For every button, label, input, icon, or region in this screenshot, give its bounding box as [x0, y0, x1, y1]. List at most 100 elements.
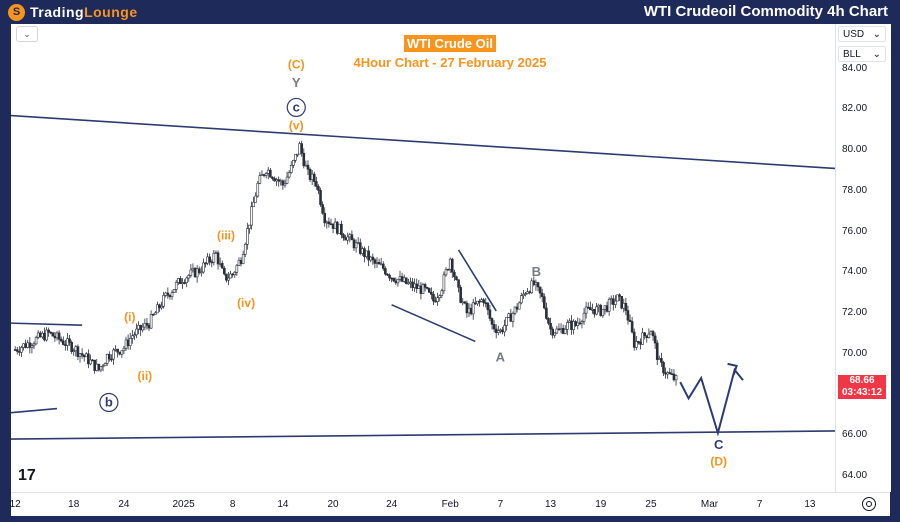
price-tick-label: 64.00	[842, 469, 868, 481]
price-axis[interactable]	[835, 24, 891, 492]
candle-body	[519, 295, 523, 304]
candle-body	[356, 242, 360, 244]
candle-body	[453, 271, 456, 278]
candle-body	[394, 280, 398, 284]
candle-body	[306, 164, 310, 170]
candle-body	[38, 332, 42, 338]
time-tick-label: 18	[68, 499, 80, 510]
page-title: WTI Crudeoil Commodity 4h Chart	[643, 3, 888, 20]
candle-body	[300, 143, 304, 154]
candle-body	[524, 293, 527, 295]
candle-body	[438, 295, 442, 299]
candle-body	[126, 339, 130, 346]
candle-body	[89, 359, 92, 365]
logo-text: TradingLounge	[30, 4, 138, 20]
candle-body	[434, 300, 437, 303]
candle-body	[315, 181, 318, 187]
candle-body	[496, 330, 500, 333]
candle-body	[229, 273, 232, 279]
candle-body	[361, 248, 364, 254]
candle-body	[388, 274, 391, 279]
price-chart[interactable]: (C) Yc (v) (iii) (iv) (i) (ii) b A B C (D)	[11, 24, 835, 492]
candle-body	[467, 307, 471, 314]
candle-body	[185, 277, 188, 283]
time-tick-label: 25	[645, 499, 657, 510]
chart-menu-dropdown-button[interactable]: ⌄	[16, 26, 38, 42]
candle-body	[331, 223, 335, 229]
candle-body	[179, 278, 182, 285]
candle-body	[202, 262, 205, 273]
candle-body	[494, 328, 498, 333]
candle-body	[218, 262, 222, 265]
candle-body	[200, 271, 203, 274]
candle-body	[427, 288, 431, 293]
candle-body	[344, 237, 347, 241]
time-tick-label: 24	[118, 499, 130, 510]
candle-body	[319, 190, 322, 205]
candle-body	[258, 175, 262, 184]
candle-body	[68, 338, 71, 343]
candle-body	[137, 324, 140, 330]
candle-body	[595, 306, 598, 315]
candle-body	[492, 324, 496, 330]
candle-body	[41, 332, 44, 338]
candle-body	[114, 348, 117, 351]
price-tick-label: 82.00	[842, 103, 868, 115]
settings-gear-icon[interactable]	[862, 497, 876, 511]
candle-body	[507, 313, 511, 318]
unit-chevron-icon: ⌄	[872, 48, 881, 60]
candle-body	[381, 263, 385, 269]
candle-body	[570, 320, 573, 330]
candle-body	[174, 282, 178, 290]
candle-body	[197, 268, 201, 274]
candle-body	[450, 258, 454, 273]
candle-body	[24, 343, 27, 348]
tradinglounge-logo: S TradingLounge	[8, 3, 138, 21]
candle-body	[53, 335, 57, 339]
candle-body	[568, 320, 571, 323]
candle-body	[151, 314, 155, 316]
candle-body	[57, 332, 61, 340]
candle-body	[285, 176, 289, 184]
candle-body	[384, 268, 387, 275]
wave-label-2: c	[293, 99, 300, 114]
candle-body	[404, 277, 408, 284]
candle-body	[321, 204, 324, 214]
candle-body	[325, 221, 329, 224]
candle-body	[603, 305, 607, 310]
candle-body	[145, 323, 149, 326]
candle-body	[609, 298, 613, 301]
candle-body	[511, 312, 515, 322]
candle-body	[120, 350, 124, 355]
candle-body	[191, 267, 195, 271]
candle-body	[147, 324, 151, 329]
candle-body	[651, 331, 655, 337]
candle-body	[528, 291, 531, 294]
candle-body	[637, 341, 640, 343]
price-tick-label: 80.00	[842, 144, 868, 156]
candle-body	[78, 353, 82, 357]
candle-body	[396, 278, 400, 284]
candle-body	[130, 335, 134, 339]
candle-body	[287, 172, 291, 178]
time-axis[interactable]	[11, 492, 890, 517]
candle-body	[128, 338, 132, 346]
candle-body	[227, 277, 230, 281]
candle-body	[264, 173, 268, 176]
price-tick-label: 74.00	[842, 266, 868, 278]
unit-selector[interactable]: BLL ⌄	[838, 46, 886, 62]
candle-body	[76, 346, 80, 357]
candle-body	[639, 341, 642, 345]
time-tick-label: 19	[595, 499, 607, 510]
candle-body	[647, 333, 651, 339]
currency-selector[interactable]: USD ⌄	[838, 26, 886, 42]
candle-body	[632, 331, 636, 348]
candle-body	[469, 307, 473, 315]
candle-body	[490, 318, 494, 325]
time-tick-label: 20	[327, 499, 339, 510]
candle-body	[206, 256, 209, 264]
chevron-down-icon: ⌄	[23, 28, 31, 39]
candle-body	[107, 353, 111, 360]
candle-body	[252, 201, 255, 207]
